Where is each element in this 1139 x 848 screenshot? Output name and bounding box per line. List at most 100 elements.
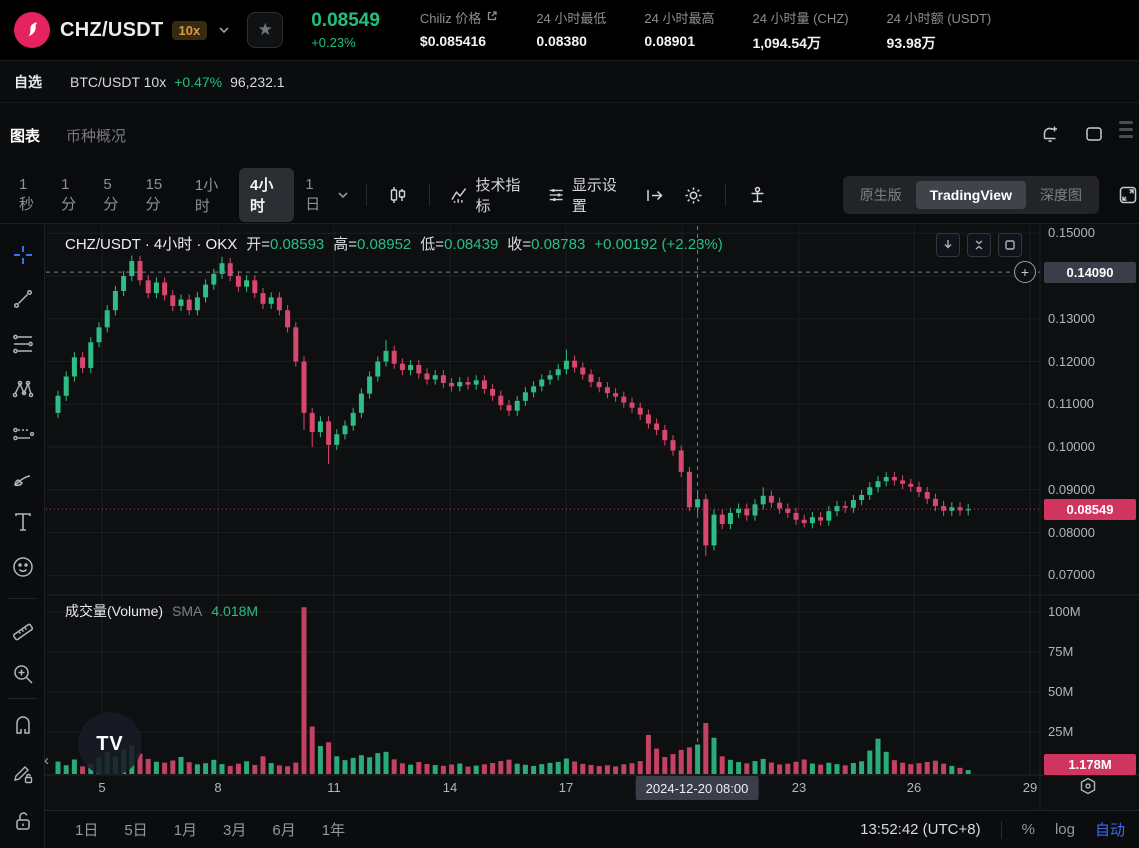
last-price: 0.08549	[311, 10, 380, 31]
chart-toolbar: 1秒 1分 5分 15分 1小时 4小时 1日 技术指标 显示设置 原生版 TradingVi…	[0, 167, 1139, 224]
volume-tick: 75M	[1048, 644, 1074, 659]
timeframe-1日[interactable]: 1日	[305, 176, 321, 213]
time-tick: 17	[558, 780, 574, 795]
legend-open: 0.08593	[270, 236, 325, 253]
ticker-stat-value: 0.08380	[536, 32, 587, 49]
view-tabs-bar: 图表 币种概况	[0, 103, 1139, 167]
legend-change: +0.00192 (+2.23%)	[594, 236, 723, 253]
range-6月[interactable]: 6月	[272, 822, 296, 839]
range-5日[interactable]: 5日	[124, 822, 148, 839]
measure-ruler-tool-button[interactable]	[10, 616, 36, 642]
view-mode-深度图[interactable]: 深度图	[1039, 187, 1082, 203]
timeframe-list: 1秒 1分 5分 15分 1小时 4小时 1日	[8, 168, 336, 222]
ticker-stat-value: 93.98万	[886, 34, 936, 51]
display-settings-button[interactable]: 显示设置	[547, 174, 627, 216]
symbol-title: CHZ/USDT	[60, 18, 164, 41]
watchlist-bar: 自选 BTC/USDT 10x +0.47% 96,232.1	[0, 60, 1139, 103]
text-tool-button[interactable]	[10, 509, 36, 535]
ticker-stat-3: 24 小时量 (CHZ) 1,094.54万	[752, 10, 849, 51]
replay-icon[interactable]	[644, 185, 665, 206]
external-link-icon[interactable]	[486, 10, 498, 25]
crosshair-date-badge: 2024-12-20 08:00	[635, 776, 759, 800]
timeframe-5分[interactable]: 5分	[103, 176, 119, 213]
pane-buttons	[936, 233, 1022, 257]
lock-all-tool-button[interactable]	[10, 808, 36, 834]
timeframe-4小时[interactable]: 4小时	[239, 168, 295, 222]
drawing-toolbar	[0, 224, 45, 848]
tab-coin-overview[interactable]: 币种概况	[66, 127, 127, 145]
xabcd-pattern-tool-button[interactable]	[10, 376, 36, 402]
trend-line-tool-button[interactable]	[10, 286, 36, 312]
scroll-handle[interactable]	[1119, 121, 1133, 138]
watchlist-change: +0.47%	[174, 73, 223, 90]
chart-settings-gear-icon[interactable]	[683, 185, 704, 206]
watchlist-ticker[interactable]: BTC/USDT 10x	[70, 73, 167, 90]
crosshair-tool-button[interactable]	[10, 242, 36, 268]
price-scale-settings-icon[interactable]	[1078, 776, 1098, 796]
price-tick: 0.09000	[1048, 481, 1095, 497]
time-tick: 14	[442, 780, 458, 795]
percent-scale-toggle[interactable]: %	[1021, 821, 1035, 838]
range-3月[interactable]: 3月	[223, 822, 247, 839]
timeframe-more-chevron-icon[interactable]	[336, 188, 350, 202]
time-tick: 23	[791, 780, 807, 795]
auto-scale-toggle[interactable]: 自动	[1094, 822, 1125, 839]
crosshair-add-alert-icon[interactable]: +	[1014, 261, 1036, 284]
symbol-chevron-down-icon[interactable]	[217, 23, 231, 37]
price-tick: 0.08000	[1048, 524, 1095, 540]
volume-legend: 成交量(Volume) SMA 4.018M	[65, 603, 259, 619]
zoom-in-tool-button[interactable]	[10, 661, 36, 687]
tradingview-watermark-logo[interactable]: TV	[78, 712, 142, 776]
popout-window-icon[interactable]	[1083, 123, 1105, 145]
candlestick-chart[interactable]	[0, 224, 1139, 810]
last-volume-badge: 1.178M	[1044, 754, 1136, 776]
timeframe-1秒[interactable]: 1秒	[19, 176, 35, 213]
timeframe-15分[interactable]: 15分	[145, 176, 163, 213]
range-1年[interactable]: 1年	[321, 822, 346, 839]
time-tick: 11	[327, 780, 341, 795]
download-chart-button[interactable]	[936, 233, 960, 257]
watchlist-tab[interactable]: 自选	[14, 73, 42, 90]
compare-scale-icon[interactable]	[747, 185, 768, 206]
last-price-block: 0.08549 +0.23%	[311, 10, 380, 50]
ticker-stat-value: 1,094.54万	[752, 34, 821, 51]
brush-tool-button[interactable]	[10, 466, 36, 492]
volume-sma-value: 4.018M	[211, 603, 259, 619]
ticker-stat-0: Chiliz 价格 $0.085416	[420, 8, 498, 53]
view-mode-原生版[interactable]: 原生版	[859, 187, 902, 203]
range-1日[interactable]: 1日	[75, 822, 99, 839]
indicators-button[interactable]: 技术指标	[450, 174, 530, 216]
favorite-star-button[interactable]: ★	[247, 12, 284, 48]
star-icon: ★	[257, 20, 273, 39]
magnet-tool-button[interactable]	[10, 714, 36, 740]
emoji-tool-button[interactable]	[10, 554, 36, 580]
log-scale-toggle[interactable]: log	[1054, 821, 1075, 838]
clock-utc[interactable]: 13:52:42 (UTC+8)	[860, 821, 981, 838]
view-mode-TradingView[interactable]: TradingView	[915, 181, 1026, 209]
collapse-pane-button[interactable]	[967, 233, 991, 257]
volume-tick: 25M	[1048, 724, 1074, 739]
range-presets: 1日 5日 1月 3月 6月 1年	[75, 819, 345, 840]
chart-area[interactable]: CHZ/USDT · 4小时 · OKX 开=0.08593 高=0.08952…	[0, 224, 1139, 810]
ohlc-legend: CHZ/USDT · 4小时 · OKX 开=0.08593 高=0.08952…	[65, 233, 723, 254]
fullscreen-expand-icon[interactable]	[1117, 184, 1139, 206]
maximize-pane-button[interactable]	[998, 233, 1022, 257]
price-tick: 0.10000	[1048, 439, 1095, 455]
time-tick: 5	[98, 780, 106, 795]
projection-tool-button[interactable]	[10, 421, 36, 447]
legend-close: 0.08783	[531, 236, 586, 253]
range-1月[interactable]: 1月	[173, 822, 198, 839]
drawing-lock-pencil-button[interactable]	[10, 761, 36, 787]
timeframe-1小时[interactable]: 1小时	[194, 177, 219, 215]
chart-bottom-bar: 1日 5日 1月 3月 6月 1年 13:52:42 (UTC+8) % log 自动	[45, 810, 1139, 848]
price-tick: 0.07000	[1048, 567, 1095, 583]
last-price-badge: 0.08549	[1044, 498, 1136, 520]
timeframe-1分[interactable]: 1分	[61, 176, 77, 213]
leverage-badge: 10x	[171, 20, 208, 40]
toolbar-collapse-chevron[interactable]: ‹	[44, 752, 49, 769]
candle-style-icon[interactable]	[388, 185, 408, 205]
price-alert-bell-icon[interactable]	[1039, 123, 1061, 145]
tab-chart[interactable]: 图表	[10, 127, 41, 145]
fib-retracement-tool-button[interactable]	[10, 331, 36, 357]
